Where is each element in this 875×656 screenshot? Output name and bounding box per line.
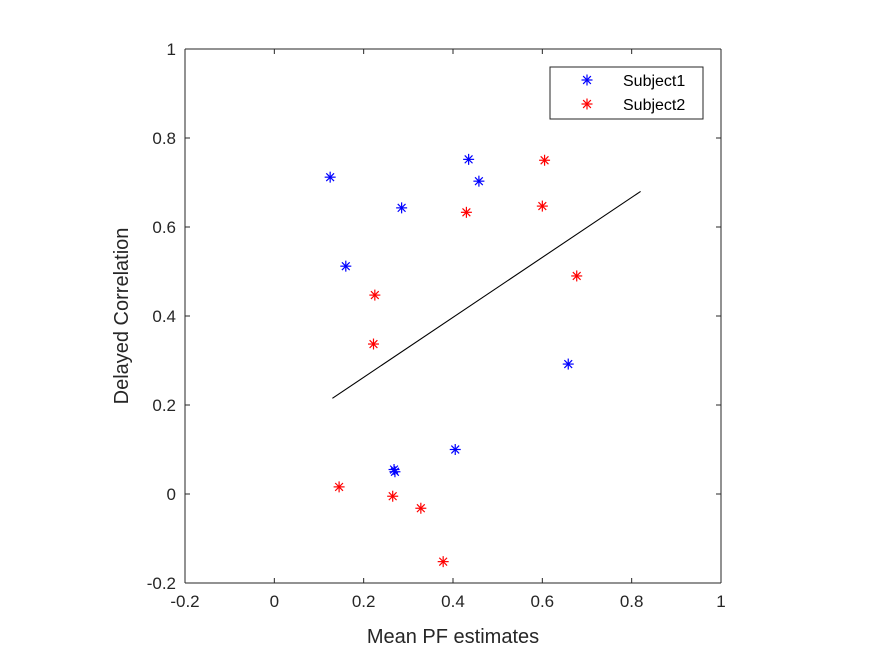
data-point-subject2: [437, 556, 449, 568]
data-point-subject1: [340, 260, 352, 272]
data-point-subject1: [324, 171, 336, 183]
data-point-subject2: [571, 270, 583, 282]
y-tick-label: 0: [167, 485, 176, 504]
x-tick-label: 0: [270, 592, 279, 611]
data-marks: [324, 153, 641, 568]
fit-line: [332, 190, 641, 399]
y-tick-label: 1: [167, 40, 176, 59]
data-point-subject1: [473, 175, 485, 187]
x-tick-label: 0.6: [531, 592, 555, 611]
data-point-subject2: [539, 154, 551, 166]
x-tick-label: 0.4: [441, 592, 465, 611]
legend-label-subject2: Subject2: [623, 97, 685, 114]
data-point-subject2: [536, 200, 548, 212]
data-point-subject1: [562, 358, 574, 370]
x-tick-label: -0.2: [170, 592, 199, 611]
axes: -0.2 0 0.2 0.4 0.6 0.8 1 -0.2 0 0.2 0.4 0.6 0.8 1: [147, 40, 726, 611]
legend-label-subject1: Subject1: [623, 73, 685, 90]
data-point-subject2: [460, 206, 472, 218]
y-axis-label: Delayed Correlation: [111, 228, 133, 405]
x-axis-label: Mean PF estimates: [367, 626, 539, 648]
legend: Subject1 Subject2: [549, 66, 704, 120]
plot-area: [185, 49, 721, 583]
data-point-subject2: [387, 490, 399, 502]
data-point-subject2: [333, 481, 345, 493]
data-point-subject1: [396, 202, 408, 214]
y-tick-label: -0.2: [147, 574, 176, 593]
data-point-subject2: [415, 502, 427, 514]
legend-marker-subject2: [581, 98, 593, 110]
x-tick-label: 0.8: [620, 592, 644, 611]
y-tick-label: 0.6: [152, 218, 176, 237]
y-tick-label: 0.4: [152, 307, 176, 326]
legend-marker-subject1: [581, 74, 593, 86]
x-tick-label: 0.2: [352, 592, 376, 611]
data-point-subject1: [389, 466, 401, 478]
y-tick-label: 0.8: [152, 129, 176, 148]
legend-box: [549, 66, 704, 120]
data-point-subject2: [367, 338, 379, 350]
x-tick-label: 1: [716, 592, 725, 611]
data-point-subject2: [369, 289, 381, 301]
data-point-subject1: [463, 153, 475, 165]
y-tick-label: 0.2: [152, 396, 176, 415]
data-point-subject1: [449, 444, 461, 455]
